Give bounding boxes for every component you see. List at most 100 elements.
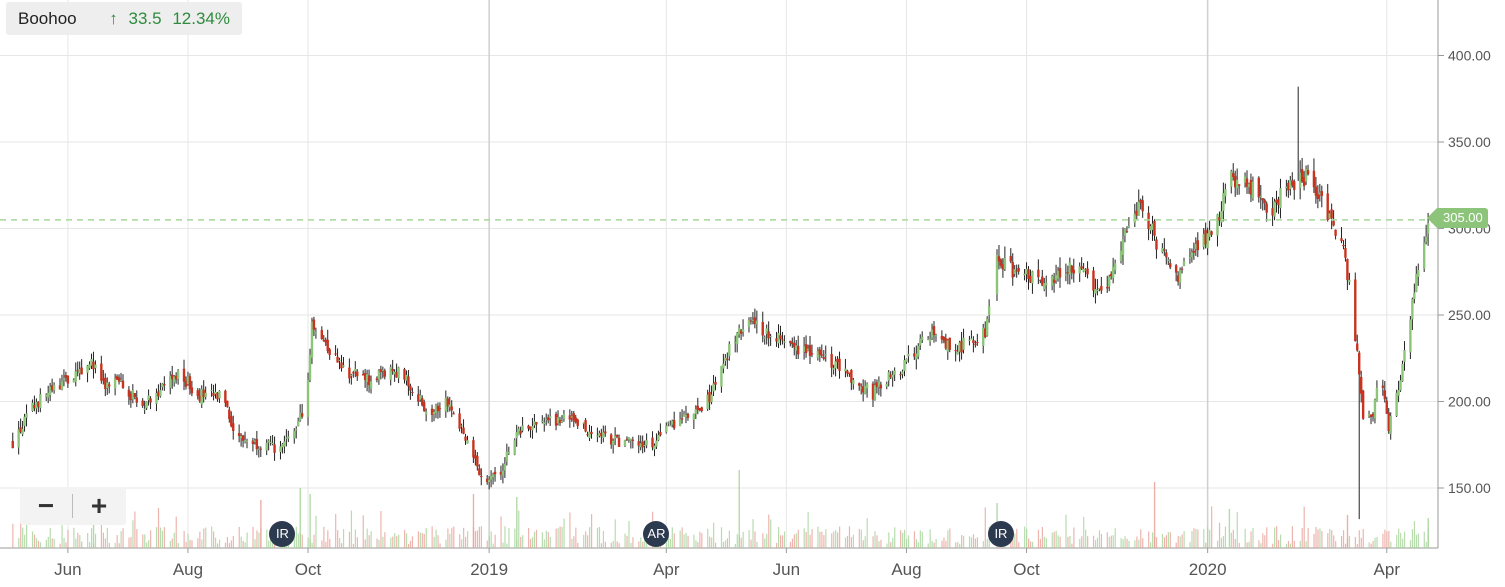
candle-body xyxy=(74,371,77,382)
volume-bar xyxy=(191,540,193,548)
zoom-out-button[interactable]: − xyxy=(37,490,55,521)
volume-bar xyxy=(892,537,894,548)
volume-bar xyxy=(1165,535,1167,548)
candle-body xyxy=(887,372,890,381)
candle-body xyxy=(1054,275,1058,281)
volume-bar xyxy=(1012,533,1014,548)
candle-body xyxy=(1243,176,1247,183)
volume-bar xyxy=(563,518,565,548)
volume-spike xyxy=(738,470,740,548)
volume-bar xyxy=(754,531,756,548)
candle-body xyxy=(1251,181,1255,199)
candle-body xyxy=(37,401,40,407)
volume-bar xyxy=(1085,529,1087,548)
volume-bar xyxy=(577,542,579,548)
candle-body xyxy=(724,357,727,361)
candle-body xyxy=(149,398,152,403)
volume-bar xyxy=(902,532,904,548)
candle-body xyxy=(485,478,489,482)
volume-bar xyxy=(933,542,935,548)
volume-bar xyxy=(1329,529,1331,548)
volume-bar xyxy=(1106,532,1108,548)
candle-body xyxy=(1409,319,1412,353)
volume-bar xyxy=(226,536,229,548)
candle-body xyxy=(1084,269,1087,271)
candle-body xyxy=(446,398,449,407)
volume-bar xyxy=(1264,535,1266,548)
volume-bar xyxy=(1340,536,1343,548)
candle-body xyxy=(25,413,28,418)
volume-bar xyxy=(339,538,341,548)
candle-body xyxy=(354,368,357,372)
candle-body xyxy=(1424,236,1428,242)
candle-body xyxy=(204,392,207,398)
candle-body xyxy=(556,417,560,424)
volume-bar xyxy=(1305,541,1307,548)
volume-bar xyxy=(197,538,199,548)
candle-body xyxy=(320,330,324,340)
volume-bar xyxy=(246,532,248,548)
candle-body xyxy=(1001,264,1005,270)
candle-body xyxy=(848,373,851,375)
candle-body xyxy=(1291,180,1294,186)
candle-body xyxy=(230,416,233,427)
candle-body xyxy=(306,380,310,417)
candle-body xyxy=(326,339,329,352)
candle-body xyxy=(513,440,516,455)
event-marker-ir[interactable]: IR xyxy=(269,521,296,547)
volume-bar xyxy=(1142,538,1144,548)
candle-body xyxy=(1202,234,1205,247)
volume-bar xyxy=(1100,534,1103,548)
candle-body xyxy=(228,409,231,419)
candle-body xyxy=(389,367,392,380)
candle-body xyxy=(1015,270,1018,272)
volume-bar xyxy=(695,540,697,548)
candle-body xyxy=(198,395,201,402)
zoom-in-button[interactable]: + xyxy=(90,490,108,521)
volume-bar xyxy=(81,541,83,548)
candle-body xyxy=(515,432,518,439)
x-tick-label: 2019 xyxy=(470,560,508,579)
candle-body xyxy=(816,350,820,358)
candle-body xyxy=(761,321,764,336)
candle-body xyxy=(769,336,772,338)
candle-body xyxy=(365,374,369,383)
candle-body xyxy=(438,408,442,410)
candle-body xyxy=(417,394,420,402)
candle-body xyxy=(877,381,881,388)
volume-bar xyxy=(1167,532,1169,548)
candle-body xyxy=(1119,250,1123,261)
candle-body xyxy=(487,479,491,483)
volume-bar xyxy=(1110,535,1112,548)
candle-body xyxy=(728,343,731,357)
volume-bar xyxy=(1218,522,1221,548)
volume-bar xyxy=(839,526,841,548)
volume-bar xyxy=(268,540,270,548)
candle-body xyxy=(1302,177,1306,187)
event-marker-ir[interactable]: IR xyxy=(987,521,1014,547)
candle-body xyxy=(970,338,973,340)
volume-bar xyxy=(392,536,394,548)
volume-bar xyxy=(880,539,882,548)
volume-bar xyxy=(957,541,959,548)
candle-body xyxy=(714,381,717,385)
candle-body xyxy=(19,427,22,433)
event-marker-ar[interactable]: AR xyxy=(643,521,670,547)
candle-body xyxy=(283,441,286,447)
candle-body xyxy=(52,384,56,391)
candle-body xyxy=(781,339,784,341)
volume-bar xyxy=(779,535,782,548)
volume-bar xyxy=(1348,535,1351,548)
candle-body xyxy=(1332,220,1335,226)
candle-body xyxy=(672,420,676,429)
volume-bar xyxy=(116,535,118,548)
volume-bar xyxy=(931,540,933,548)
volume-bar xyxy=(161,530,164,548)
volume-bar xyxy=(614,519,616,548)
volume-bar xyxy=(122,528,124,548)
candle-body xyxy=(893,370,896,375)
volume-bar xyxy=(463,527,465,548)
candle-body xyxy=(700,407,703,411)
candle-body xyxy=(1381,385,1385,388)
volume-bar xyxy=(789,541,792,548)
